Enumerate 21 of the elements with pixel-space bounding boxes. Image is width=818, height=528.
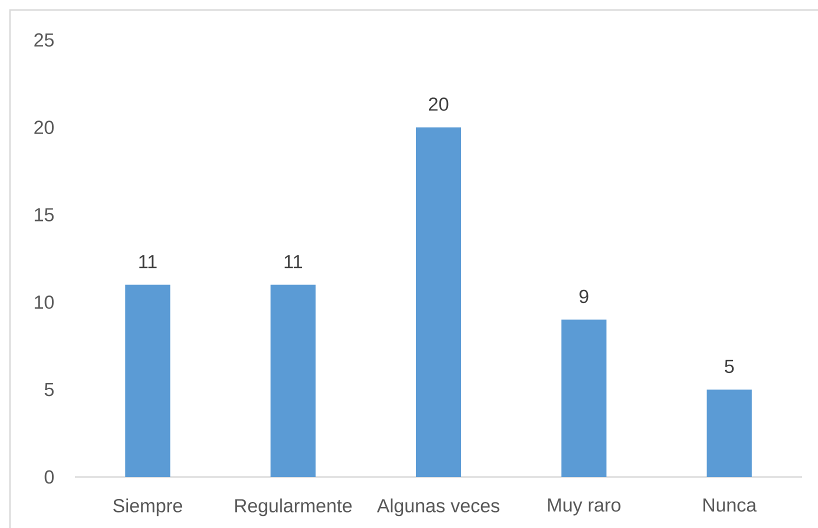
data-label: 5 [724, 360, 734, 374]
data-label: 11 [284, 255, 302, 268]
bar [561, 320, 606, 477]
x-tick-label: Algunas veces [376, 498, 500, 516]
bar [416, 127, 462, 477]
x-tick-label: Muy raro [548, 498, 620, 516]
y-tick-label: 10 [34, 295, 54, 309]
y-tick-label: 20 [34, 120, 54, 134]
x-tick-label: Siempre [113, 498, 182, 516]
y-tick-label: 25 [34, 33, 54, 47]
bar [125, 284, 170, 477]
data-label: 11 [139, 255, 157, 268]
y-tick-label: 15 [34, 208, 54, 222]
y-tick-label: 0 [44, 470, 54, 484]
data-label: 9 [580, 290, 588, 304]
x-tick-label: Regularmente [235, 498, 352, 516]
bar [270, 284, 316, 477]
y-tick-label: 5 [44, 382, 54, 396]
x-tick-label: Nunca [703, 498, 757, 512]
bar [706, 390, 752, 477]
data-label: 20 [428, 97, 448, 111]
